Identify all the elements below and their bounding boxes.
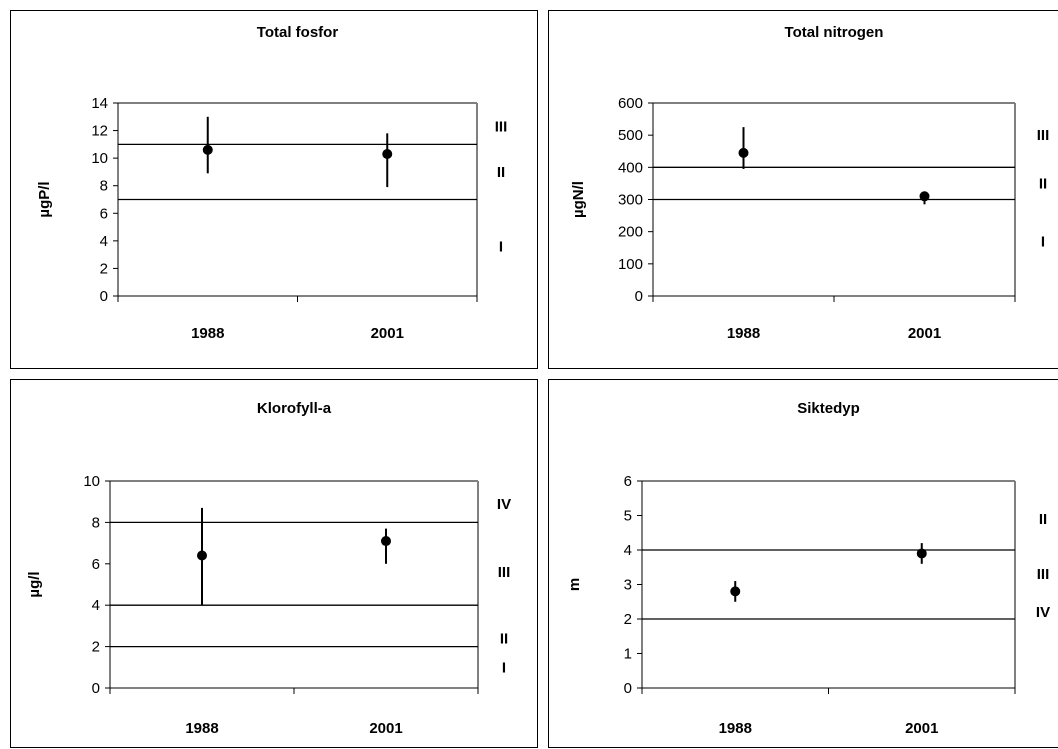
y-tick-label: 300 bbox=[618, 192, 643, 209]
x-category-label: 1988 bbox=[191, 325, 224, 342]
data-point bbox=[202, 144, 213, 155]
data-point bbox=[738, 147, 749, 158]
panel-total-fosfor: Total fosfor 0 2 4 6 8 10 12 14 1988 2001 µgP/l III I… bbox=[10, 10, 538, 369]
y-tick-label: 0 bbox=[92, 680, 100, 697]
data-point bbox=[730, 586, 741, 597]
x-category-label: 2001 bbox=[369, 720, 402, 737]
y-tick-label: 0 bbox=[635, 288, 643, 305]
y-tick-label: 5 bbox=[624, 508, 632, 525]
y-tick-label: 2 bbox=[100, 260, 108, 277]
y-tick-label: 6 bbox=[624, 473, 632, 490]
y-tick-label: 8 bbox=[100, 178, 108, 195]
y-tick-label: 400 bbox=[618, 159, 643, 176]
x-category-label: 2001 bbox=[905, 720, 938, 737]
chart-title: Siktedyp bbox=[797, 400, 860, 417]
y-tick-label: 2 bbox=[92, 639, 100, 656]
y-tick-label: 10 bbox=[83, 473, 100, 490]
y-tick-label: 8 bbox=[92, 514, 100, 531]
chart-title: Total nitrogen bbox=[785, 24, 884, 41]
chart-total-nitrogen: Total nitrogen 0 100 200 300 400 500 600 1988 200… bbox=[570, 24, 1050, 342]
y-tick-label: 4 bbox=[100, 233, 108, 250]
y-tick-label: 3 bbox=[624, 577, 632, 594]
y-tick-label: 14 bbox=[91, 95, 108, 112]
chart-title: Klorofyll-a bbox=[257, 400, 332, 417]
class-label: II bbox=[500, 630, 508, 647]
y-axis-label: µg/l bbox=[26, 571, 43, 597]
y-tick-label: 4 bbox=[624, 542, 632, 559]
class-label: II bbox=[1039, 175, 1047, 192]
panel-total-nitrogen: Total nitrogen 0 100 200 300 400 500 600 1988 200… bbox=[548, 10, 1058, 369]
y-tick-label: 200 bbox=[618, 224, 643, 241]
data-point bbox=[382, 149, 393, 160]
y-tick-label: 100 bbox=[618, 256, 643, 273]
data-point bbox=[197, 550, 207, 561]
y-tick-label: 6 bbox=[100, 205, 108, 222]
y-tick-label: 500 bbox=[618, 127, 643, 144]
class-label: II bbox=[1039, 511, 1047, 528]
x-category-label: 2001 bbox=[908, 325, 941, 342]
class-label: I bbox=[502, 659, 506, 676]
x-category-label: 1988 bbox=[727, 325, 760, 342]
class-label: II bbox=[497, 164, 505, 181]
class-label: III bbox=[498, 564, 511, 581]
class-label: IV bbox=[1036, 604, 1050, 621]
x-category-label: 1988 bbox=[719, 720, 752, 737]
y-tick-label: 4 bbox=[92, 597, 100, 614]
class-label: IV bbox=[497, 496, 511, 513]
y-tick-label: 10 bbox=[91, 150, 108, 167]
y-tick-label: 600 bbox=[618, 95, 643, 112]
x-category-label: 1988 bbox=[185, 720, 218, 737]
panel-siktedyp: Siktedyp 0 1 2 3 4 5 6 1988 2001 m II III IV bbox=[548, 379, 1058, 748]
data-point bbox=[916, 548, 927, 559]
chart-title: Total fosfor bbox=[257, 24, 339, 41]
y-axis-label: m bbox=[566, 578, 583, 591]
data-point bbox=[919, 191, 930, 202]
class-label: I bbox=[499, 238, 503, 255]
y-tick-label: 12 bbox=[91, 123, 108, 140]
y-tick-label: 1 bbox=[624, 646, 632, 663]
class-label: I bbox=[1041, 233, 1045, 250]
y-axis-label: µgP/l bbox=[36, 181, 53, 217]
y-tick-label: 2 bbox=[624, 611, 632, 628]
y-tick-label: 6 bbox=[92, 556, 100, 573]
x-category-label: 2001 bbox=[371, 325, 404, 342]
panel-klorofyll-a: Klorofyll-a 0 2 4 6 8 10 1988 2001 µg/l IV III II I bbox=[10, 379, 538, 748]
y-tick-label: 0 bbox=[100, 288, 108, 305]
class-label: III bbox=[495, 118, 508, 135]
y-axis-label: µgN/l bbox=[570, 181, 587, 218]
data-point bbox=[381, 536, 391, 547]
y-tick-label: 0 bbox=[624, 680, 632, 697]
class-label: III bbox=[1037, 127, 1050, 144]
class-label: III bbox=[1037, 566, 1050, 583]
